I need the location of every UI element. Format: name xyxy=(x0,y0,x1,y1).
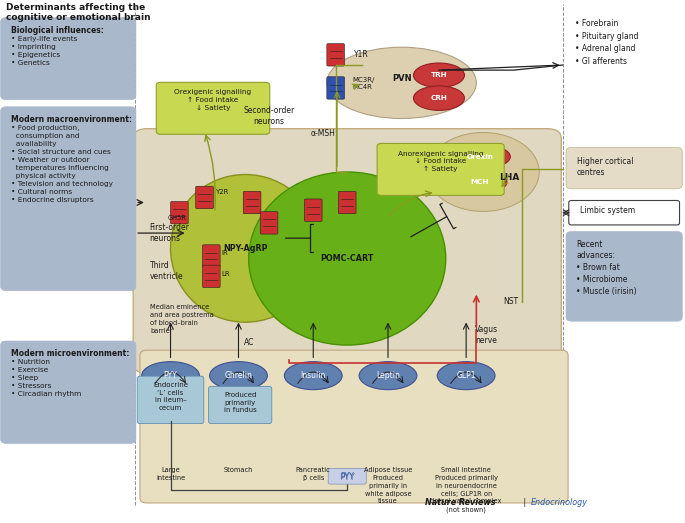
FancyBboxPatch shape xyxy=(140,350,568,503)
Text: MCH: MCH xyxy=(471,179,489,185)
FancyBboxPatch shape xyxy=(1,18,136,100)
FancyBboxPatch shape xyxy=(304,199,322,221)
Text: Vagus
nerve: Vagus nerve xyxy=(475,325,498,345)
Text: TRH: TRH xyxy=(431,72,447,78)
Ellipse shape xyxy=(414,86,464,110)
Text: Stomach: Stomach xyxy=(224,468,253,473)
Text: Second-order
neurons: Second-order neurons xyxy=(243,106,295,126)
Text: Small intestine
Produced primarily
in neuroendocrine
cells; GLP1R on
dorsal vaga: Small intestine Produced primarily in ne… xyxy=(430,468,502,513)
Text: • Food production,
  consumption and
  availability
• Social structure and cues
: • Food production, consumption and avail… xyxy=(11,125,113,203)
Ellipse shape xyxy=(210,361,267,390)
FancyBboxPatch shape xyxy=(566,232,682,321)
Text: PVN: PVN xyxy=(392,74,412,83)
Ellipse shape xyxy=(449,144,510,169)
Text: AC: AC xyxy=(243,338,254,347)
FancyBboxPatch shape xyxy=(338,191,356,214)
FancyBboxPatch shape xyxy=(133,129,561,373)
Text: LR: LR xyxy=(221,271,230,277)
Text: Produced
primarily
in fundus: Produced primarily in fundus xyxy=(224,392,257,414)
FancyBboxPatch shape xyxy=(260,212,278,234)
Text: Limbic system: Limbic system xyxy=(580,206,635,214)
Text: Determinants affecting the: Determinants affecting the xyxy=(6,3,145,12)
FancyBboxPatch shape xyxy=(203,245,220,267)
Ellipse shape xyxy=(327,47,476,119)
FancyBboxPatch shape xyxy=(171,201,188,224)
Text: GH5R: GH5R xyxy=(167,215,186,221)
Text: cognitive or emotional brain: cognitive or emotional brain xyxy=(6,13,151,21)
Text: MC3R/
MC4R: MC3R/ MC4R xyxy=(353,77,375,90)
Text: |: | xyxy=(521,497,528,506)
Text: GLP1: GLP1 xyxy=(456,371,476,380)
Text: Adipose tissue
Produced
primarily in
white adipose
tissue: Adipose tissue Produced primarily in whi… xyxy=(364,468,412,504)
Text: Third
ventricle: Third ventricle xyxy=(149,261,183,281)
Text: IR: IR xyxy=(221,251,228,256)
FancyBboxPatch shape xyxy=(327,77,345,99)
Text: Insulin: Insulin xyxy=(301,371,326,380)
Text: • Early-life events
• Imprinting
• Epigenetics
• Genetics: • Early-life events • Imprinting • Epige… xyxy=(11,36,77,66)
FancyBboxPatch shape xyxy=(203,265,220,288)
Text: LHA: LHA xyxy=(499,173,519,181)
Text: Nature Reviews: Nature Reviews xyxy=(425,497,496,506)
Ellipse shape xyxy=(171,175,320,322)
FancyBboxPatch shape xyxy=(1,341,136,444)
Text: Recent
advances:
• Brown fat
• Microbiome
• Muscle (irisin): Recent advances: • Brown fat • Microbiom… xyxy=(576,240,637,296)
FancyBboxPatch shape xyxy=(196,186,213,209)
Text: Ghrelin: Ghrelin xyxy=(225,371,253,380)
Text: Leptin: Leptin xyxy=(376,371,400,380)
Text: Biological influences:: Biological influences: xyxy=(11,26,103,35)
FancyBboxPatch shape xyxy=(1,107,136,291)
Text: Modern microenvironment:: Modern microenvironment: xyxy=(11,349,129,358)
Text: Median eminence
and area postrema
of blood–brain
barrier: Median eminence and area postrema of blo… xyxy=(150,304,214,334)
Ellipse shape xyxy=(437,361,495,390)
FancyBboxPatch shape xyxy=(243,191,261,214)
Text: Pancreatic
β cells: Pancreatic β cells xyxy=(296,468,331,481)
Text: PYY: PYY xyxy=(339,473,355,482)
Text: • Nutrition
• Exercise
• Sleep
• Stressors
• Circadian rhythm: • Nutrition • Exercise • Sleep • Stresso… xyxy=(11,359,82,397)
FancyBboxPatch shape xyxy=(156,82,270,134)
FancyBboxPatch shape xyxy=(377,143,504,196)
Ellipse shape xyxy=(453,170,507,194)
Text: Anorexigenic signalling
↓ Food intake
↑ Satiety: Anorexigenic signalling ↓ Food intake ↑ … xyxy=(398,151,484,172)
Text: Modern macroenvironment:: Modern macroenvironment: xyxy=(11,115,132,124)
Ellipse shape xyxy=(414,63,464,87)
Text: CRH: CRH xyxy=(431,95,447,101)
FancyBboxPatch shape xyxy=(569,200,680,225)
Ellipse shape xyxy=(427,132,539,211)
Text: NST: NST xyxy=(503,297,519,306)
Text: Orexin: Orexin xyxy=(466,154,493,160)
Ellipse shape xyxy=(249,172,446,345)
Text: NPY-AgRP: NPY-AgRP xyxy=(223,244,268,253)
Text: Endocrine
‘L’ cells
in ileum–
cecum: Endocrine ‘L’ cells in ileum– cecum xyxy=(153,382,188,411)
Ellipse shape xyxy=(284,361,342,390)
Text: Large
intestine: Large intestine xyxy=(156,468,185,481)
Ellipse shape xyxy=(359,361,417,390)
FancyBboxPatch shape xyxy=(137,376,204,424)
FancyBboxPatch shape xyxy=(566,147,682,189)
Text: Endocrinology: Endocrinology xyxy=(531,497,588,506)
FancyBboxPatch shape xyxy=(327,43,345,66)
Text: POMC-CART: POMC-CART xyxy=(321,254,374,263)
Text: PYY: PYY xyxy=(340,472,354,481)
Ellipse shape xyxy=(142,361,199,390)
Text: Y2R: Y2R xyxy=(214,189,228,195)
Text: Y1R: Y1R xyxy=(354,50,369,59)
Text: Orexigenic signalling
↑ Food intake
↓ Satiety: Orexigenic signalling ↑ Food intake ↓ Sa… xyxy=(175,89,251,111)
Text: • Forebrain
• Pituitary gland
• Adrenal gland
• GI afferents: • Forebrain • Pituitary gland • Adrenal … xyxy=(575,19,638,66)
FancyBboxPatch shape xyxy=(328,468,366,484)
Text: α-MSH: α-MSH xyxy=(311,129,336,138)
FancyBboxPatch shape xyxy=(209,386,272,424)
Text: First-order
neurons: First-order neurons xyxy=(149,223,189,243)
Text: Higher cortical
centres: Higher cortical centres xyxy=(577,157,634,177)
Text: PYY: PYY xyxy=(164,371,177,380)
